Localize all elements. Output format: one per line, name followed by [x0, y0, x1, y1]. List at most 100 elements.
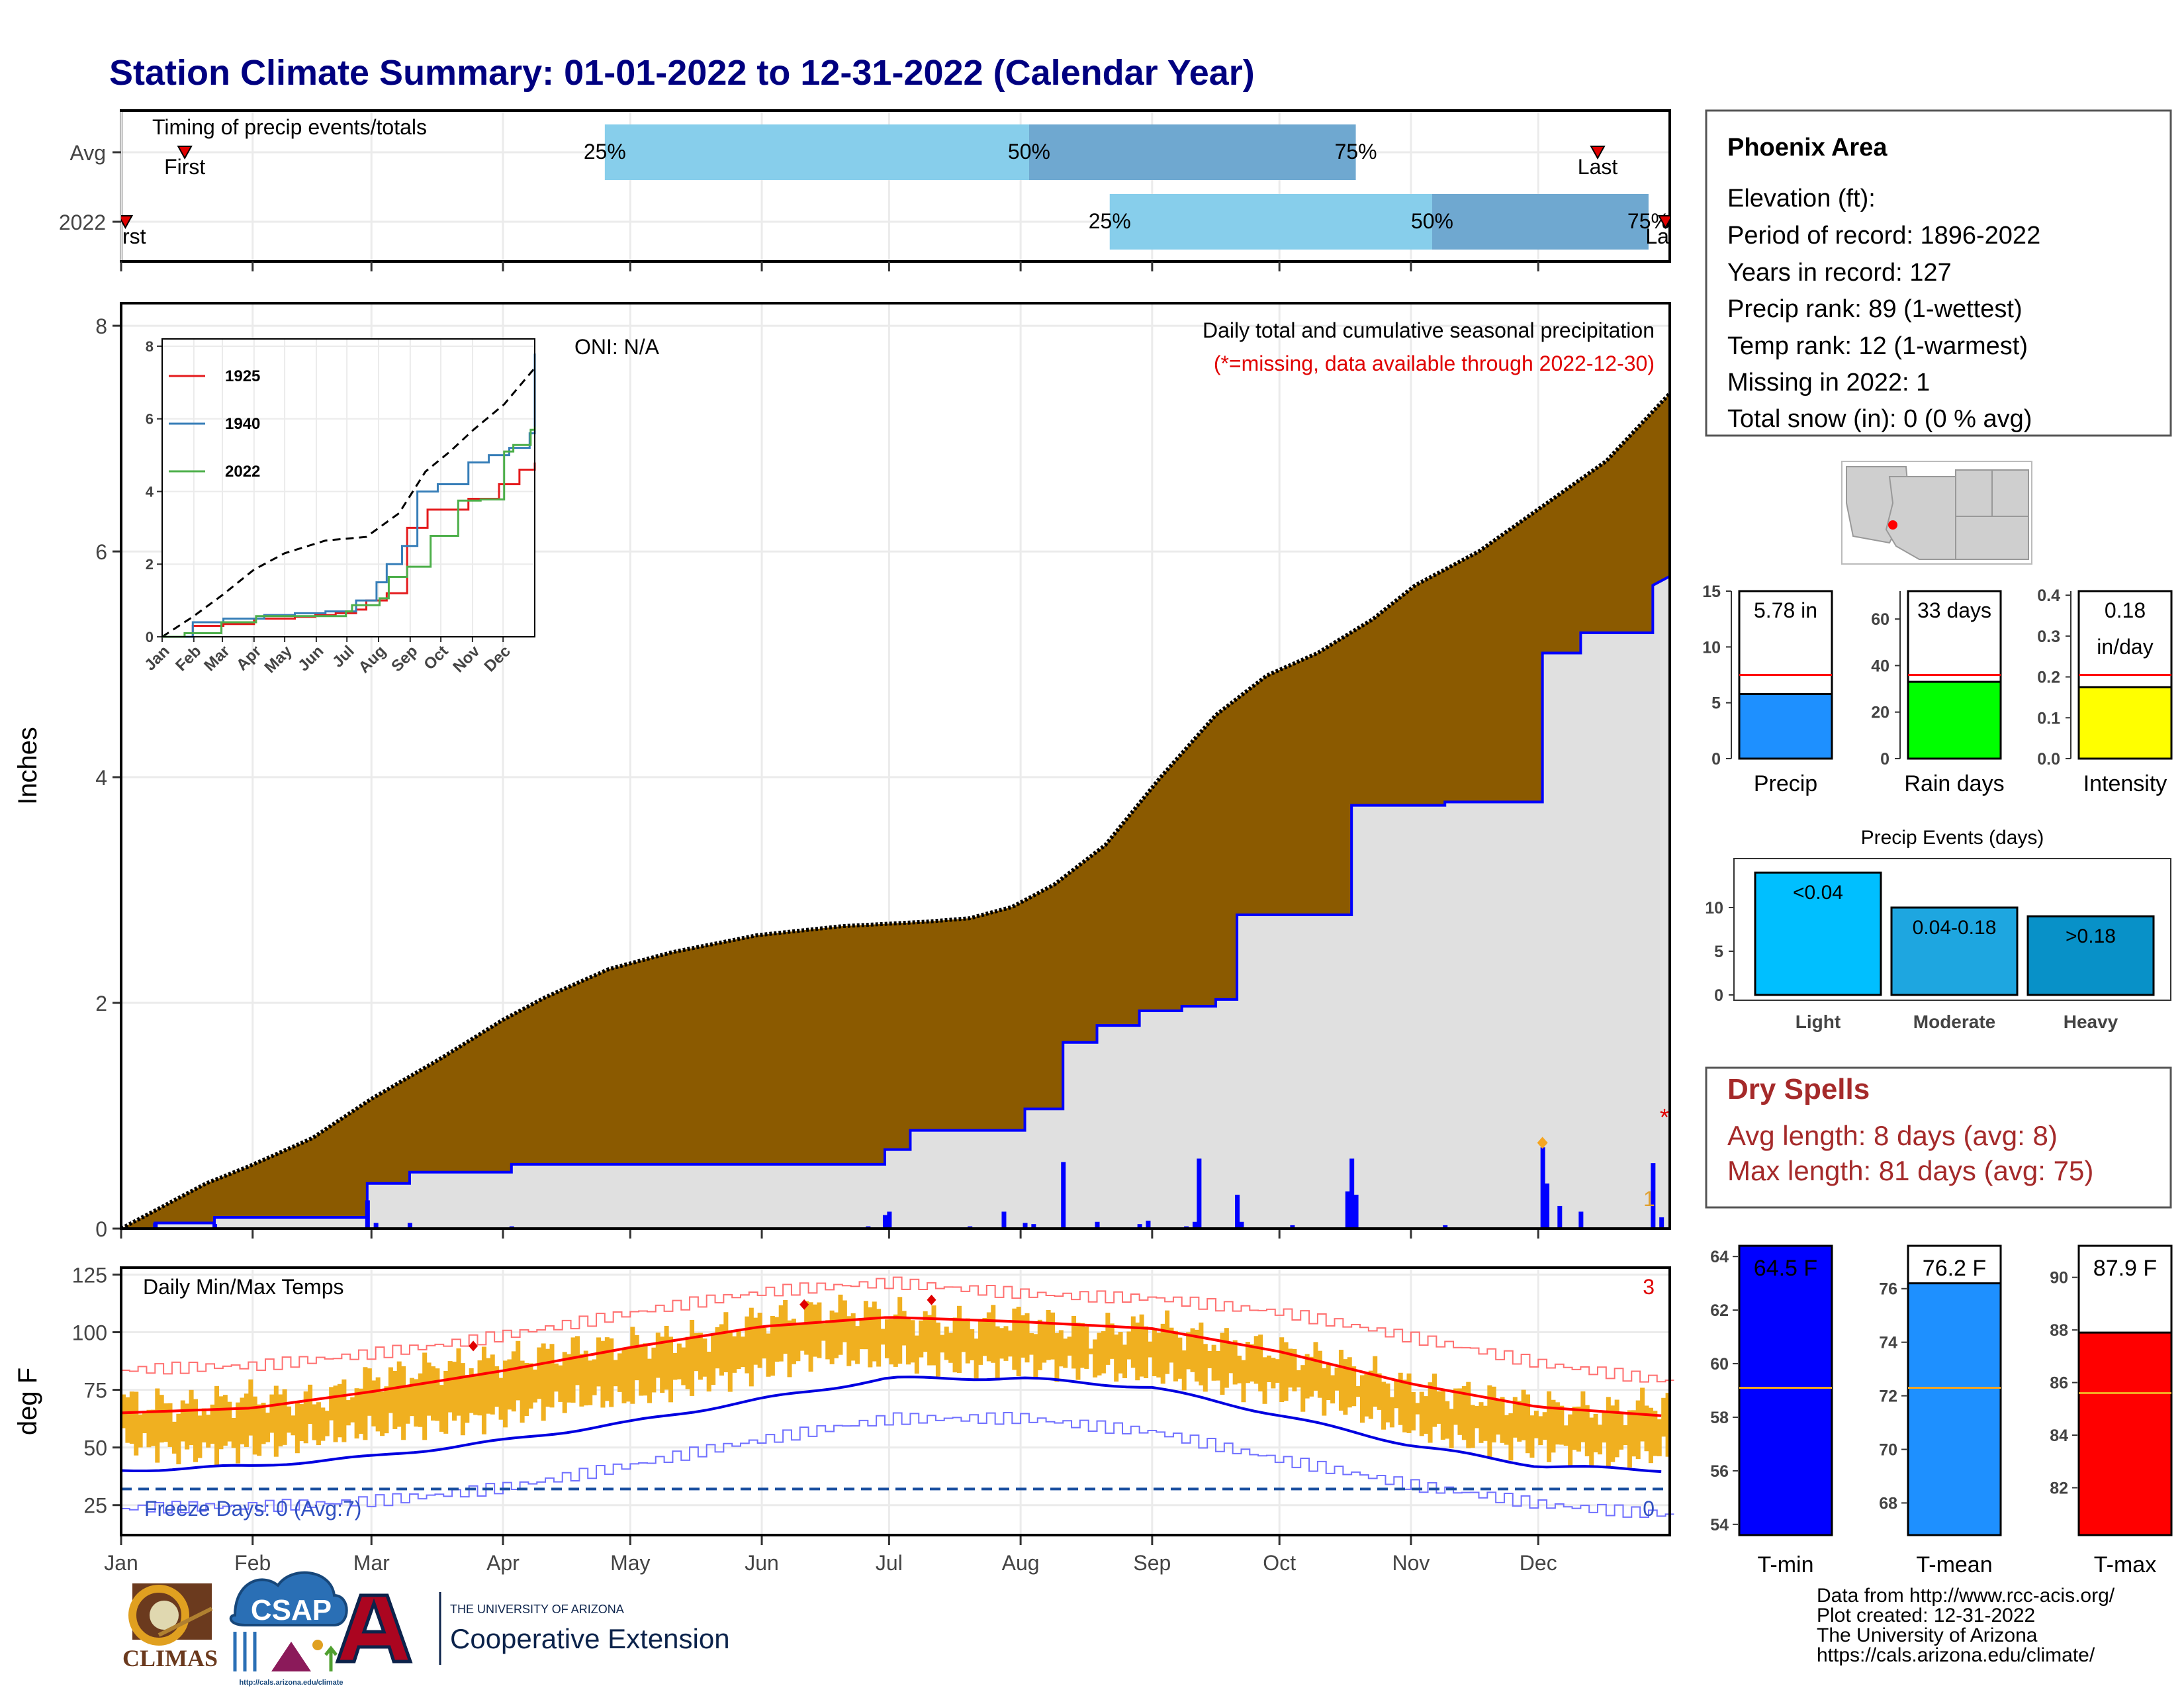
station-line-snow: Total snow (in): 0 (0 % avg) — [1727, 405, 2032, 433]
daily-temp-bar — [193, 1399, 198, 1462]
daily-temp-bar — [1067, 1336, 1072, 1356]
daily-temp-bar — [685, 1336, 690, 1389]
daily-temp-bar — [736, 1331, 741, 1370]
daily-temp-bar — [1453, 1388, 1459, 1425]
daily-temp-bar — [1410, 1391, 1416, 1430]
daily-temp-bar — [863, 1301, 868, 1350]
daily-temp-bar — [388, 1367, 393, 1413]
daily-temp-bar — [265, 1413, 270, 1442]
daily-temp-bar — [1253, 1336, 1259, 1384]
daily-temp-bar — [1334, 1367, 1340, 1391]
precip-ytick-label: 4 — [95, 766, 107, 790]
avg-cumulative-outline — [120, 392, 1672, 1231]
daily-temp-bar — [1440, 1391, 1445, 1440]
daily-temp-bar — [1292, 1349, 1297, 1391]
credit-line-data: Data from http://www.rcc-acis.org/ — [1817, 1585, 2115, 1607]
daily-temp-bar — [876, 1309, 882, 1367]
daily-temp-bar — [405, 1385, 410, 1424]
timing-pct-50: 50% — [1008, 140, 1050, 164]
daily-temp-bar — [490, 1354, 495, 1415]
daily-temp-bar — [431, 1366, 436, 1421]
daily-temp-bar — [1288, 1348, 1293, 1388]
ua-logo: THE UNIVERSITY OF ARIZONA Cooperative Ex… — [335, 1592, 730, 1665]
daily-precip-bar — [1061, 1162, 1066, 1229]
daily-temp-bar — [1432, 1374, 1437, 1427]
daily-temp-bar — [770, 1315, 775, 1376]
daily-temp-bar — [838, 1294, 843, 1355]
daily-temp-bar — [583, 1350, 588, 1406]
daily-temp-bar — [1623, 1425, 1628, 1446]
daily-temp-bar — [1232, 1340, 1238, 1385]
daily-temp-bar — [1364, 1374, 1369, 1417]
daily-temp-bar — [1317, 1350, 1322, 1398]
record-high-marker — [469, 1340, 478, 1352]
daily-temp-bar — [337, 1383, 342, 1438]
timing-bar-lower — [604, 124, 1029, 180]
dry-spells-title: Dry Spells — [1727, 1073, 1870, 1105]
daily-temp-bar — [1224, 1328, 1229, 1388]
daily-temp-bar — [706, 1351, 711, 1392]
daily-temp-bar — [1373, 1356, 1378, 1407]
daily-temp-bar — [146, 1409, 152, 1448]
daily-temp-bar — [185, 1403, 190, 1450]
month-label-jan: Jan — [104, 1551, 138, 1575]
events-bar-label-light: <0.04 — [1793, 882, 1843, 904]
daily-temp-bar — [783, 1300, 788, 1354]
daily-temp-bar — [702, 1338, 707, 1377]
precip-frame — [120, 302, 1671, 1230]
daily-temp-bar — [363, 1367, 368, 1440]
daily-temp-bar — [553, 1363, 559, 1392]
daily-temp-bar — [901, 1311, 907, 1346]
daily-temp-bar — [312, 1404, 317, 1440]
inset-series-1940 — [162, 353, 536, 638]
daily-temp-bar — [982, 1317, 987, 1356]
daily-temp-bar — [1542, 1412, 1547, 1440]
freeze-count: 0 — [1643, 1497, 1655, 1521]
missing-marker: * — [1660, 1103, 1669, 1131]
daily-temp-bar — [1377, 1373, 1382, 1410]
daily-temp-bar — [316, 1402, 321, 1446]
daily-temp-bar — [150, 1409, 156, 1446]
daily-temp-bar — [155, 1388, 160, 1463]
daily-temp-bar — [787, 1320, 792, 1378]
daily-temp-bar — [1360, 1375, 1365, 1423]
daily-temp-bar — [1449, 1409, 1454, 1448]
timing-last-marker — [1590, 146, 1606, 160]
logos: CLIMAS CSAP http://cals.arizona.edu/clim… — [122, 1571, 730, 1687]
daily-temp-bar — [303, 1391, 308, 1444]
daily-temp-bar — [1559, 1405, 1565, 1445]
daily-temp-bar — [1529, 1415, 1535, 1458]
daily-temp-bar — [295, 1401, 300, 1454]
daily-temp-bar — [439, 1385, 444, 1432]
daily-temp-bar — [1152, 1329, 1157, 1376]
precip-title: Daily total and cumulative seasonal prec… — [1203, 318, 1655, 342]
daily-temp-bar — [329, 1387, 334, 1421]
daily-temp-bar — [1538, 1416, 1543, 1446]
daily-temp-bar — [567, 1354, 572, 1403]
daily-temp-bar — [498, 1378, 504, 1420]
daily-temp-bar — [948, 1333, 954, 1363]
events-category-heavy: Heavy — [2064, 1011, 2118, 1032]
daily-temp-bar — [197, 1415, 203, 1458]
daily-temp-bar — [1500, 1397, 1505, 1443]
daily-temp-bar — [1648, 1407, 1653, 1464]
daily-temp-bar — [1665, 1393, 1670, 1457]
daily-temp-bar — [159, 1395, 164, 1443]
daily-temp-bar — [574, 1336, 580, 1385]
daily-temp-bar — [350, 1397, 355, 1423]
timing-first-label: First — [105, 224, 146, 248]
daily-temp-bar — [1054, 1333, 1060, 1382]
daily-temp-bar — [927, 1315, 933, 1366]
daily-temp-bar — [1313, 1342, 1318, 1391]
daily-temp-bar — [1071, 1315, 1077, 1369]
timing-last-label: Last — [1645, 224, 1686, 248]
daily-temp-bar — [1551, 1399, 1556, 1453]
daily-temp-bar — [991, 1305, 996, 1363]
inset-ytick-label: 8 — [146, 338, 154, 355]
daily-temp-bar — [562, 1352, 567, 1413]
month-label-sep: Sep — [1133, 1551, 1171, 1575]
daily-temp-bar — [931, 1305, 936, 1366]
daily-temp-bar — [494, 1366, 500, 1407]
daily-temp-bar — [639, 1344, 644, 1396]
precip-total-value-label-0: 5.78 in — [1754, 598, 1817, 622]
